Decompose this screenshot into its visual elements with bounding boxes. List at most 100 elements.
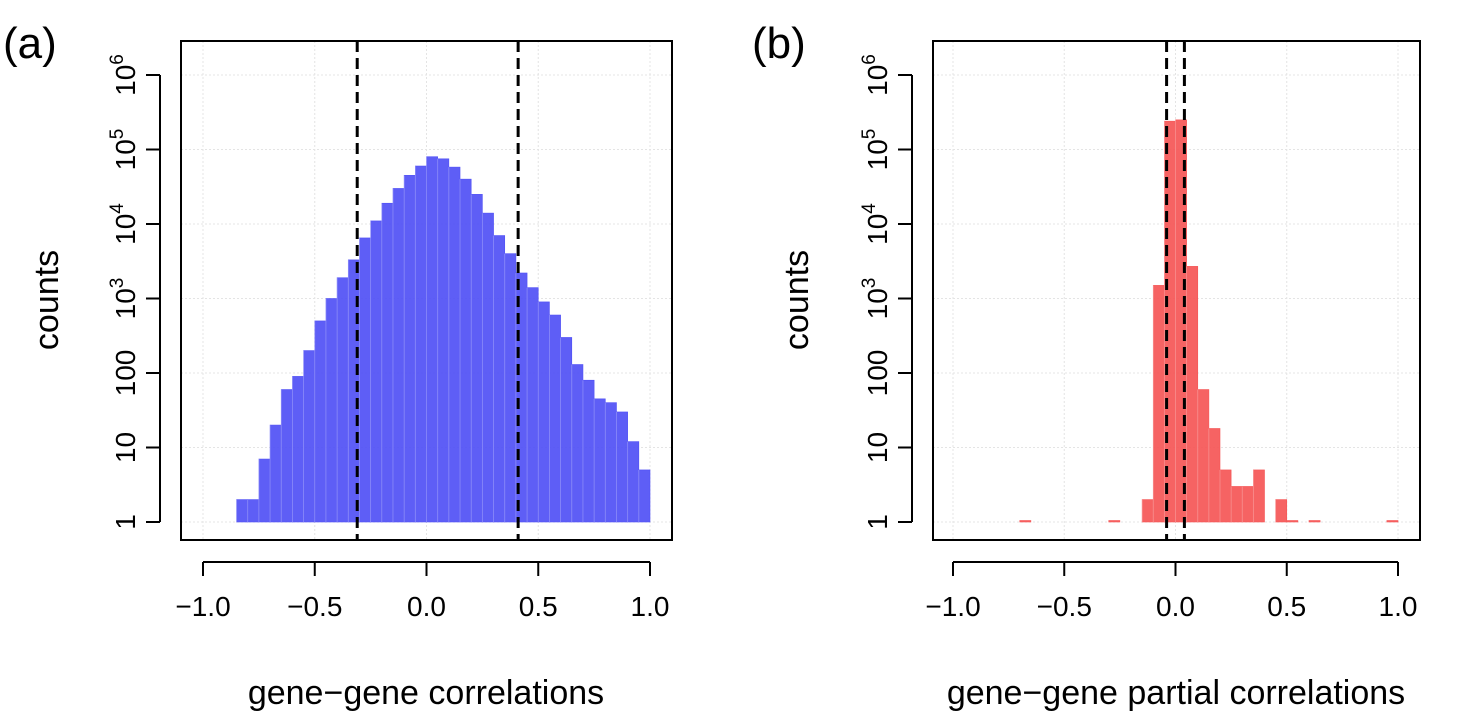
y-axis-title: counts: [28, 250, 66, 350]
y-tick-label-base: 10: [862, 288, 893, 319]
y-tick-label: 100: [862, 350, 893, 397]
histogram-bar: [537, 301, 550, 523]
y-tick-label-base: 1: [862, 514, 893, 530]
plot-frame: [932, 40, 1421, 541]
histogram-bar: [616, 411, 628, 523]
x-tick-label: −1.0: [175, 591, 230, 622]
histogram-bar: [370, 220, 383, 523]
histogram-bar: [415, 165, 427, 523]
histogram-bar: [459, 178, 472, 523]
y-tick-label: 1: [110, 514, 141, 530]
y-tick-label-exponent: 4: [107, 203, 128, 214]
histogram-bar: [1197, 389, 1210, 523]
y-tick-label-base: 10: [110, 432, 141, 463]
histogram-bar: [470, 194, 483, 523]
histogram-bar: [426, 156, 438, 523]
histogram-bar: [1230, 486, 1243, 523]
y-tick-label-base: 10: [862, 432, 893, 463]
histogram-bar: [560, 337, 573, 523]
histogram-bar: [1219, 469, 1232, 523]
histogram-bar: [1141, 499, 1154, 523]
y-tick-label: 100: [110, 350, 141, 397]
y-tick-label-base: 10: [110, 214, 141, 245]
histogram-bar: [269, 424, 282, 523]
y-tick-label-base: 10: [862, 65, 893, 96]
y-tick-label-exponent: 4: [859, 203, 880, 214]
histogram-bar: [1186, 266, 1199, 523]
histogram-bar: [359, 237, 371, 523]
histogram-bar: [1253, 469, 1265, 523]
histogram-bar: [549, 314, 561, 523]
x-axis-title: gene−gene partial correlations: [947, 674, 1405, 712]
y-tick-label-base: 1: [110, 514, 141, 530]
histogram-bar: [604, 402, 617, 523]
histogram-bar: [627, 441, 640, 523]
histogram-bar: [236, 499, 248, 523]
histogram-bar: [314, 320, 327, 523]
histogram-bar: [292, 376, 304, 523]
histogram-bar: [325, 298, 338, 523]
histogram-bar: [582, 379, 595, 523]
x-axis-title: gene−gene correlations: [248, 674, 604, 712]
y-tick-label-base: 10: [110, 65, 141, 96]
y-tick-label-exponent: 5: [859, 129, 880, 140]
histogram-bar: [1241, 486, 1254, 523]
histogram-bar: [526, 287, 539, 523]
y-tick-label-base: 100: [110, 350, 141, 397]
histogram-bar: [1108, 520, 1121, 523]
y-tick-label-exponent: 6: [859, 54, 880, 65]
histogram-bar: [1386, 520, 1399, 523]
histogram-bar: [381, 202, 394, 523]
y-tick-label-base: 10: [862, 214, 893, 245]
y-tick-label-base: 100: [862, 350, 893, 397]
y-tick-label: 106: [107, 54, 141, 96]
y-tick-label-exponent: 3: [107, 278, 128, 289]
y-tick-label-base: 10: [862, 139, 893, 170]
x-tick-label: 0.5: [519, 591, 558, 622]
histogram-bar: [1152, 285, 1165, 523]
x-tick-label: −1.0: [925, 591, 980, 622]
histogram-bar: [1208, 428, 1221, 523]
x-tick-label: 0.5: [1267, 591, 1306, 622]
y-tick-label-exponent: 6: [107, 54, 128, 65]
histogram-bar: [1286, 520, 1299, 523]
histogram-bar: [593, 398, 606, 523]
panel-label: (b): [752, 19, 806, 68]
y-axis-title: counts: [778, 250, 816, 350]
x-tick-label: −0.5: [287, 591, 342, 622]
y-tick-label: 10: [862, 432, 893, 463]
y-tick-label: 104: [859, 203, 893, 245]
y-tick-label: 1: [862, 514, 893, 530]
histogram-bar: [247, 499, 260, 523]
y-tick-label-base: 10: [110, 288, 141, 319]
histogram-bar: [493, 235, 506, 523]
x-tick-label: 0.0: [1156, 591, 1195, 622]
x-tick-label: 1.0: [1379, 591, 1418, 622]
y-tick-label: 104: [107, 203, 141, 245]
panel-a: −1.0 −0.5 0.0 0.5 1.0110100103104105106gene−…: [3, 19, 673, 712]
histogram-bar: [437, 158, 450, 523]
y-tick-label: 106: [859, 54, 893, 96]
y-tick-label-exponent: 5: [107, 129, 128, 140]
histogram-bar: [448, 166, 461, 523]
plot-frame: [180, 40, 673, 541]
panel-b: −1.0 −0.5 0.0 0.5 1.0110100103104105106gene−…: [752, 19, 1421, 712]
histogram-bar: [571, 364, 584, 523]
y-tick-label: 105: [859, 129, 893, 171]
y-tick-label-exponent: 3: [859, 278, 880, 289]
histogram-bar: [403, 175, 416, 523]
panel-label: (a): [3, 19, 57, 68]
y-tick-label-base: 10: [110, 139, 141, 170]
histogram-bar: [638, 469, 651, 523]
histogram-bar: [303, 350, 316, 523]
x-tick-label: 1.0: [631, 591, 670, 622]
y-tick-label: 105: [107, 129, 141, 171]
histogram-bar: [392, 188, 405, 523]
y-tick-label: 103: [107, 278, 141, 320]
histogram-bar: [280, 389, 293, 523]
y-tick-label: 103: [859, 278, 893, 320]
histogram-bar: [1308, 520, 1321, 523]
histogram-bar: [504, 253, 517, 523]
histogram-bar: [482, 212, 494, 523]
